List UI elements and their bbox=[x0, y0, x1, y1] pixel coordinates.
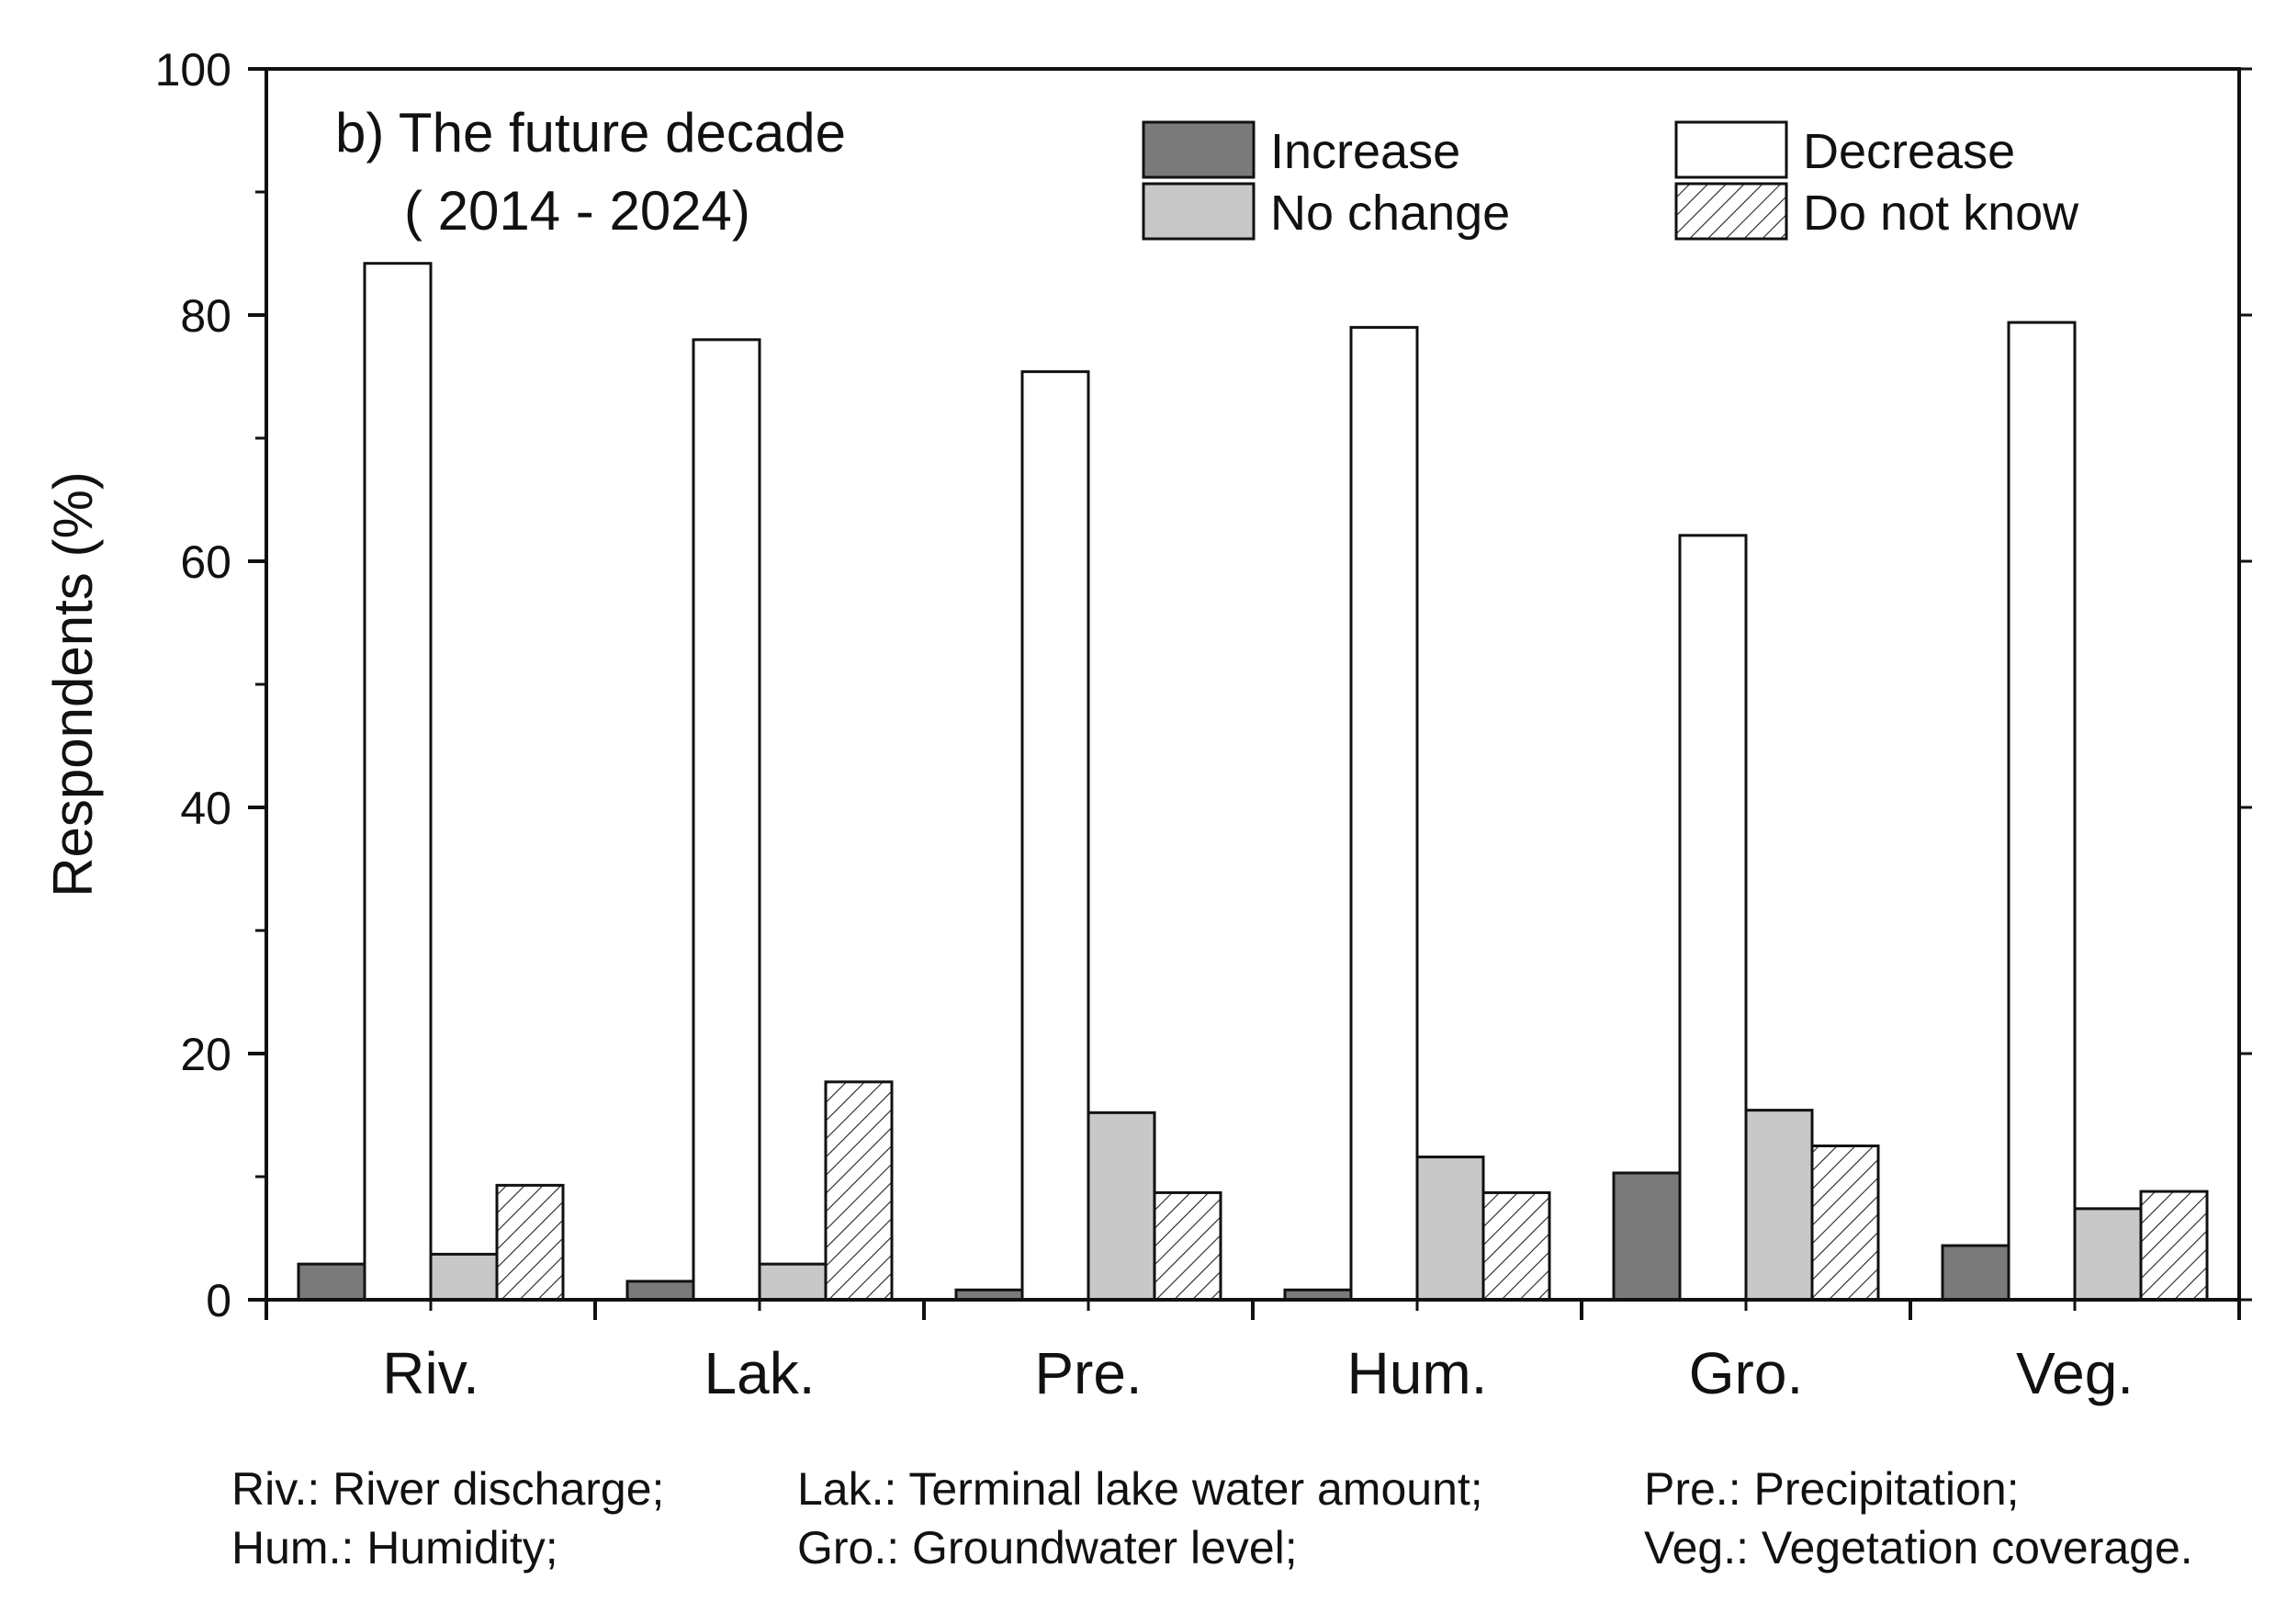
y-axis-title: Respondents (%) bbox=[42, 471, 104, 897]
legend-label-do-not-know: Do not know bbox=[1803, 186, 2079, 241]
footnote: Riv.: River discharge; Lak.: Terminal la… bbox=[231, 1463, 2193, 1573]
bar-decrease-lak bbox=[692, 338, 761, 1302]
footnote-hum: Hum.: Humidity; bbox=[231, 1522, 558, 1573]
bar-do-not-know-pre bbox=[1153, 1190, 1222, 1302]
footnote-riv: Riv.: River discharge; bbox=[231, 1463, 664, 1515]
y-tick-label: 40 bbox=[180, 783, 231, 834]
bar-decrease-gro bbox=[1678, 534, 1748, 1302]
bar-increase-veg bbox=[1941, 1244, 2010, 1302]
bar-decrease-veg bbox=[2007, 321, 2077, 1302]
legend-swatch-no-change bbox=[1142, 182, 1256, 241]
x-tick-label: Hum. bbox=[1347, 1340, 1488, 1406]
y-tick-label: 60 bbox=[180, 536, 231, 588]
legend-swatch-decrease bbox=[1674, 120, 1788, 179]
bar-decrease-pre bbox=[1020, 370, 1090, 1302]
x-tick-label: Veg. bbox=[2016, 1340, 2134, 1406]
y-tick-label: 80 bbox=[180, 290, 231, 342]
bar-no-change-veg bbox=[2073, 1207, 2143, 1302]
bar-do-not-know-lak bbox=[824, 1080, 894, 1302]
legend-label-no-change: No change bbox=[1270, 186, 1510, 241]
bar-no-change-hum bbox=[1415, 1156, 1485, 1302]
footnote-pre: Pre.: Precipitation; bbox=[1644, 1463, 2020, 1515]
legend-label-decrease: Decrease bbox=[1803, 124, 2015, 179]
y-tick-label: 100 bbox=[155, 44, 231, 96]
bar-do-not-know-veg bbox=[2139, 1190, 2209, 1302]
y-tick-label: 20 bbox=[180, 1029, 231, 1080]
x-tick-label: Pre. bbox=[1034, 1340, 1142, 1406]
x-tick-label: Riv. bbox=[382, 1340, 479, 1406]
bar-do-not-know-riv bbox=[495, 1183, 565, 1302]
bar-do-not-know-hum bbox=[1481, 1190, 1551, 1302]
y-tick-label: 0 bbox=[206, 1275, 231, 1326]
bar-increase-gro bbox=[1612, 1171, 1682, 1302]
bar-do-not-know-gro bbox=[1810, 1145, 1880, 1302]
x-tick-label: Lak. bbox=[704, 1340, 816, 1406]
legend-swatch-do-not-know bbox=[1674, 182, 1788, 241]
footnote-veg: Veg.: Vegetation coverage. bbox=[1644, 1522, 2193, 1573]
footnote-lak: Lak.: Terminal lake water amount; bbox=[797, 1463, 1483, 1515]
x-axis: Riv. Lak. Pre. Hum. Gro. Veg. bbox=[265, 1300, 2241, 1406]
x-tick-label: Gro. bbox=[1689, 1340, 1803, 1406]
bars-group bbox=[297, 262, 2209, 1302]
footnote-gro: Gro.: Groundwater level; bbox=[797, 1522, 1298, 1573]
bar-decrease-riv bbox=[363, 262, 433, 1302]
bar-no-change-riv bbox=[429, 1252, 499, 1302]
bar-no-change-pre bbox=[1087, 1111, 1156, 1302]
y-axis: 0 20 40 60 80 100 bbox=[155, 44, 2252, 1326]
bar-increase-riv bbox=[297, 1262, 366, 1302]
legend: Increase Decrease No change Do not know bbox=[1142, 120, 2079, 241]
bar-increase-lak bbox=[625, 1280, 695, 1302]
legend-swatch-increase bbox=[1142, 120, 1256, 179]
bar-no-change-lak bbox=[758, 1262, 828, 1302]
legend-label-increase: Increase bbox=[1270, 124, 1460, 179]
chart-subtitle: ( 2014 - 2024) bbox=[404, 180, 750, 242]
chart-title: b) The future decade bbox=[335, 102, 846, 164]
bar-decrease-hum bbox=[1349, 325, 1419, 1302]
bar-no-change-gro bbox=[1744, 1109, 1814, 1302]
plot-area-frame bbox=[265, 67, 2241, 1302]
